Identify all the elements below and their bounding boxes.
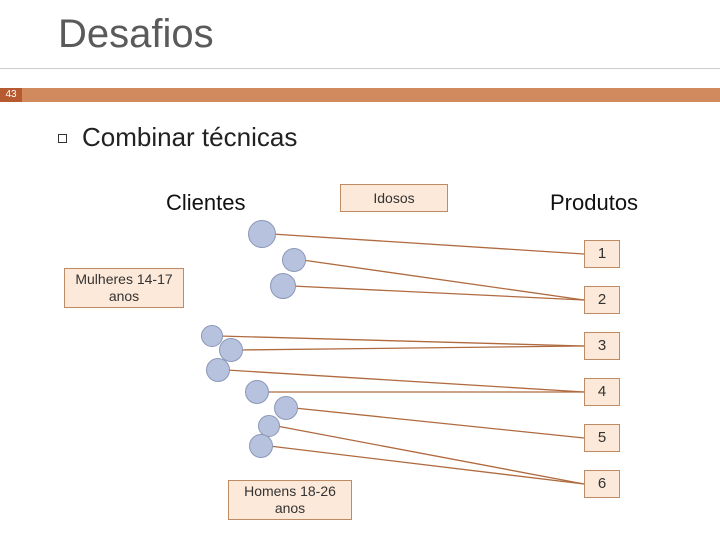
client-circle-7	[245, 380, 269, 404]
client-circle-3	[270, 273, 296, 299]
product-box-5: 5	[584, 424, 620, 452]
title-underline	[0, 68, 720, 69]
slide-title: Desafios	[58, 12, 214, 57]
clientes-heading: Clientes	[166, 190, 245, 216]
produtos-heading: Produtos	[550, 190, 638, 216]
bullet-icon	[58, 134, 67, 143]
group-mulheres: Mulheres 14-17 anos	[64, 268, 184, 308]
page-bar	[0, 88, 720, 102]
group-idosos: Idosos	[340, 184, 448, 212]
product-box-2: 2	[584, 286, 620, 314]
client-circle-6	[206, 358, 230, 382]
product-box-1: 1	[584, 240, 620, 268]
client-circle-8	[274, 396, 298, 420]
page-number: 43	[0, 88, 22, 102]
product-box-4: 4	[584, 378, 620, 406]
product-box-6: 6	[584, 470, 620, 498]
product-box-3: 3	[584, 332, 620, 360]
client-circle-2	[282, 248, 306, 272]
client-circle-1	[248, 220, 276, 248]
client-circle-10	[249, 434, 273, 458]
group-homens: Homens 18-26 anos	[228, 480, 352, 520]
subtitle: Combinar técnicas	[82, 122, 297, 153]
